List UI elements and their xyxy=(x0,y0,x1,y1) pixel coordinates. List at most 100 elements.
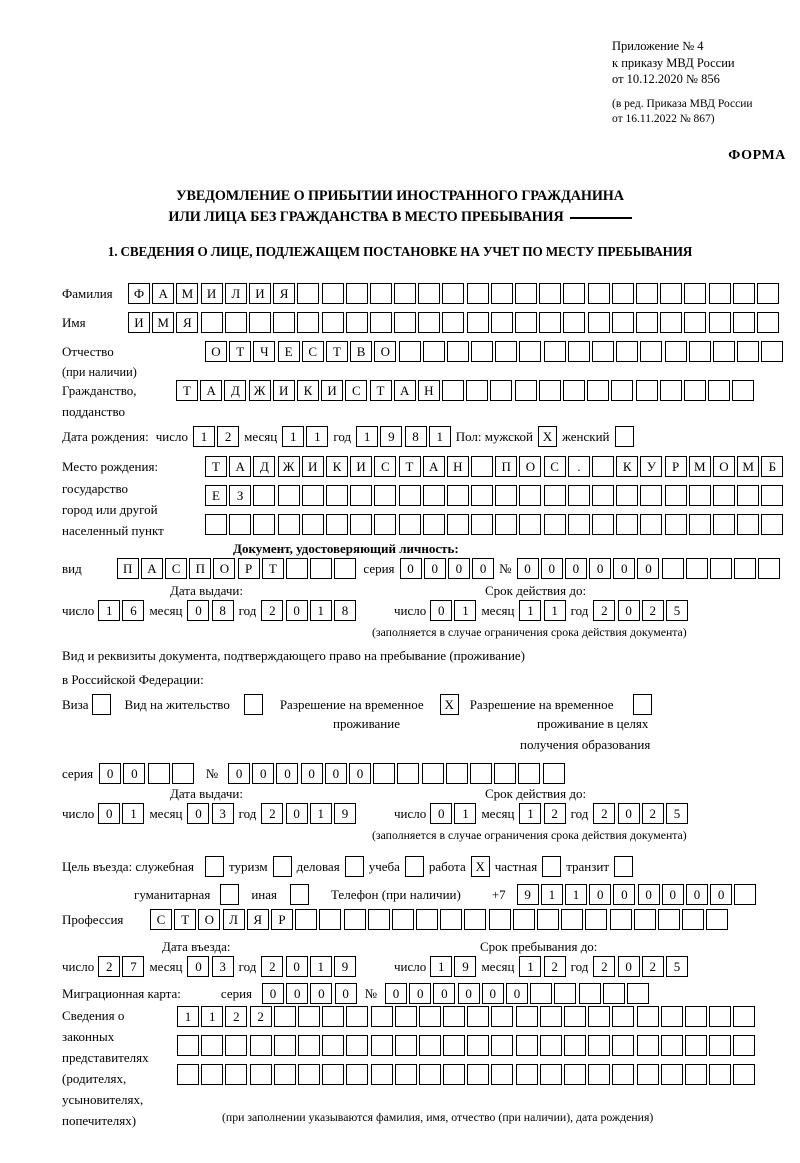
char-cell[interactable]: 2 xyxy=(593,803,616,824)
char-cell[interactable] xyxy=(295,909,318,930)
char-cell[interactable] xyxy=(515,312,537,333)
char-cell[interactable] xyxy=(321,312,344,333)
char-cell[interactable] xyxy=(684,312,707,333)
char-cell[interactable]: 2 xyxy=(593,956,616,977)
char-cell[interactable]: 1 xyxy=(309,600,332,621)
char-cell[interactable]: 0 xyxy=(637,884,660,905)
char-cell[interactable] xyxy=(301,514,324,535)
char-cell[interactable]: П xyxy=(495,456,518,477)
char-cell[interactable] xyxy=(708,312,731,333)
char-cell[interactable]: 1 xyxy=(565,884,588,905)
char-cell[interactable] xyxy=(708,283,731,304)
char-cell[interactable]: О xyxy=(374,341,397,362)
char-cell[interactable] xyxy=(394,1035,417,1056)
char-cell[interactable]: Ж xyxy=(248,380,271,401)
char-cell[interactable] xyxy=(286,558,309,579)
char-cell[interactable] xyxy=(495,341,518,362)
char-cell[interactable] xyxy=(612,1064,635,1085)
char-cell[interactable]: У xyxy=(640,456,663,477)
char-cell[interactable] xyxy=(688,341,711,362)
char-cell[interactable] xyxy=(626,983,649,1004)
char-cell[interactable] xyxy=(682,909,705,930)
char-cell[interactable]: 7 xyxy=(122,956,145,977)
char-cell[interactable] xyxy=(325,485,348,506)
char-cell[interactable]: . xyxy=(567,456,590,477)
char-cell[interactable] xyxy=(297,1064,320,1085)
char-cell[interactable]: 1 xyxy=(543,600,566,621)
char-cell[interactable] xyxy=(322,1006,345,1027)
char-cell[interactable] xyxy=(567,485,590,506)
char-cell[interactable] xyxy=(684,1064,707,1085)
purpose-transit-checkbox[interactable] xyxy=(614,856,634,877)
char-cell[interactable] xyxy=(657,909,680,930)
char-cell[interactable]: С xyxy=(165,558,188,579)
char-cell[interactable]: Т xyxy=(174,909,197,930)
char-cell[interactable] xyxy=(370,1035,393,1056)
char-cell[interactable]: Т xyxy=(261,558,284,579)
char-cell[interactable]: 1 xyxy=(519,600,542,621)
char-cell[interactable]: Л xyxy=(222,909,245,930)
char-cell[interactable] xyxy=(587,380,610,401)
birthplace-row-3[interactable] xyxy=(205,514,784,535)
char-cell[interactable] xyxy=(277,485,300,506)
temp-residence-edu-checkbox[interactable] xyxy=(632,694,652,715)
char-cell[interactable] xyxy=(512,909,535,930)
char-cell[interactable] xyxy=(737,341,760,362)
char-cell[interactable]: 2 xyxy=(261,956,284,977)
char-cell[interactable] xyxy=(761,341,784,362)
char-cell[interactable] xyxy=(346,1035,369,1056)
char-cell[interactable] xyxy=(374,485,397,506)
char-cell[interactable]: И xyxy=(200,283,223,304)
char-cell[interactable] xyxy=(712,485,735,506)
char-cell[interactable] xyxy=(592,456,614,477)
char-cell[interactable]: 1 xyxy=(519,956,542,977)
char-cell[interactable] xyxy=(418,1035,441,1056)
char-cell[interactable]: 0 xyxy=(447,558,470,579)
char-cell[interactable] xyxy=(205,514,227,535)
char-cell[interactable] xyxy=(367,909,390,930)
char-cell[interactable] xyxy=(688,514,711,535)
char-cell[interactable]: 9 xyxy=(380,426,403,447)
char-cell[interactable] xyxy=(345,312,368,333)
char-cell[interactable]: С xyxy=(150,909,172,930)
char-cell[interactable] xyxy=(297,312,320,333)
char-cell[interactable] xyxy=(564,1035,586,1056)
char-cell[interactable]: 9 xyxy=(333,803,356,824)
char-cell[interactable]: М xyxy=(152,312,175,333)
char-cell[interactable] xyxy=(660,1064,683,1085)
char-cell[interactable] xyxy=(684,1006,707,1027)
char-cell[interactable] xyxy=(442,380,465,401)
char-cell[interactable]: Ж xyxy=(277,456,300,477)
char-cell[interactable] xyxy=(635,312,658,333)
char-cell[interactable] xyxy=(325,514,348,535)
char-cell[interactable]: 0 xyxy=(613,558,636,579)
char-cell[interactable]: 0 xyxy=(228,763,251,784)
sex-female-checkbox[interactable] xyxy=(614,426,634,447)
char-cell[interactable] xyxy=(418,1064,441,1085)
char-cell[interactable] xyxy=(422,341,445,362)
char-cell[interactable]: 2 xyxy=(225,1006,248,1027)
char-cell[interactable]: 5 xyxy=(665,600,688,621)
char-cell[interactable] xyxy=(466,312,489,333)
char-cell[interactable] xyxy=(518,763,541,784)
purpose-work-checkbox[interactable]: X xyxy=(470,856,490,877)
char-cell[interactable] xyxy=(200,312,223,333)
char-cell[interactable]: Т xyxy=(229,341,252,362)
char-cell[interactable] xyxy=(443,1035,466,1056)
char-cell[interactable] xyxy=(710,558,733,579)
purpose-study-checkbox[interactable] xyxy=(404,856,424,877)
